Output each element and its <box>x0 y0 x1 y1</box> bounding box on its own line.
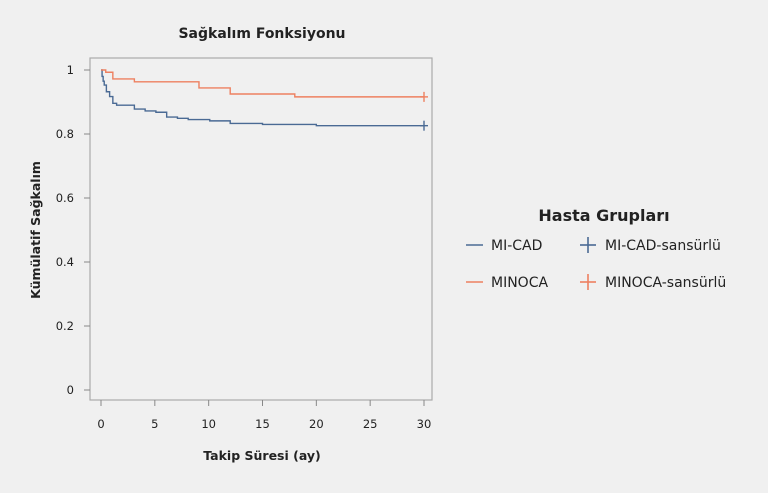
legend-item: MINOCA-sansürlü <box>580 274 726 291</box>
legend-censor-swatch <box>580 237 596 253</box>
legend-label: MINOCA-sansürlü <box>605 275 726 291</box>
y-tick-label: 1 <box>67 63 74 77</box>
legend-label: MI-CAD <box>491 238 542 254</box>
x-tick-label: 20 <box>309 417 324 431</box>
legend-item: MI-CAD <box>466 238 542 254</box>
legend-item: MI-CAD-sansürlü <box>580 237 721 254</box>
censor-mark-minoca <box>420 91 428 102</box>
y-tick-label: 0.6 <box>56 191 74 205</box>
x-tick-label: 0 <box>97 417 104 431</box>
y-tick-label: 0 <box>67 383 74 397</box>
y-tick-label: 0.2 <box>56 319 74 333</box>
legend-label: MI-CAD-sansürlü <box>605 238 721 254</box>
series-line-mi-cad <box>101 69 424 127</box>
legend-title: Hasta Grupları <box>538 206 669 225</box>
x-tick-label: 10 <box>201 417 216 431</box>
x-axis-label: Takip Süresi (ay) <box>203 448 321 463</box>
y-tick-label: 0.4 <box>56 255 74 269</box>
plot-area <box>89 57 433 401</box>
legend-item: MINOCA <box>466 275 548 291</box>
y-tick-label: 0.8 <box>56 127 74 141</box>
x-tick-label: 25 <box>363 417 378 431</box>
legend-censor-swatch <box>580 274 596 290</box>
y-axis-label: Kümülatif Sağkalım <box>28 161 43 299</box>
chart-title: Sağkalım Fonksiyonu <box>178 26 345 42</box>
x-tick-label: 30 <box>417 417 432 431</box>
censor-mark-mi-cad <box>420 120 428 131</box>
x-tick-label: 5 <box>151 417 158 431</box>
series-line-minoca <box>101 69 424 98</box>
legend-label: MINOCA <box>491 275 548 291</box>
x-tick-label: 15 <box>255 417 270 431</box>
